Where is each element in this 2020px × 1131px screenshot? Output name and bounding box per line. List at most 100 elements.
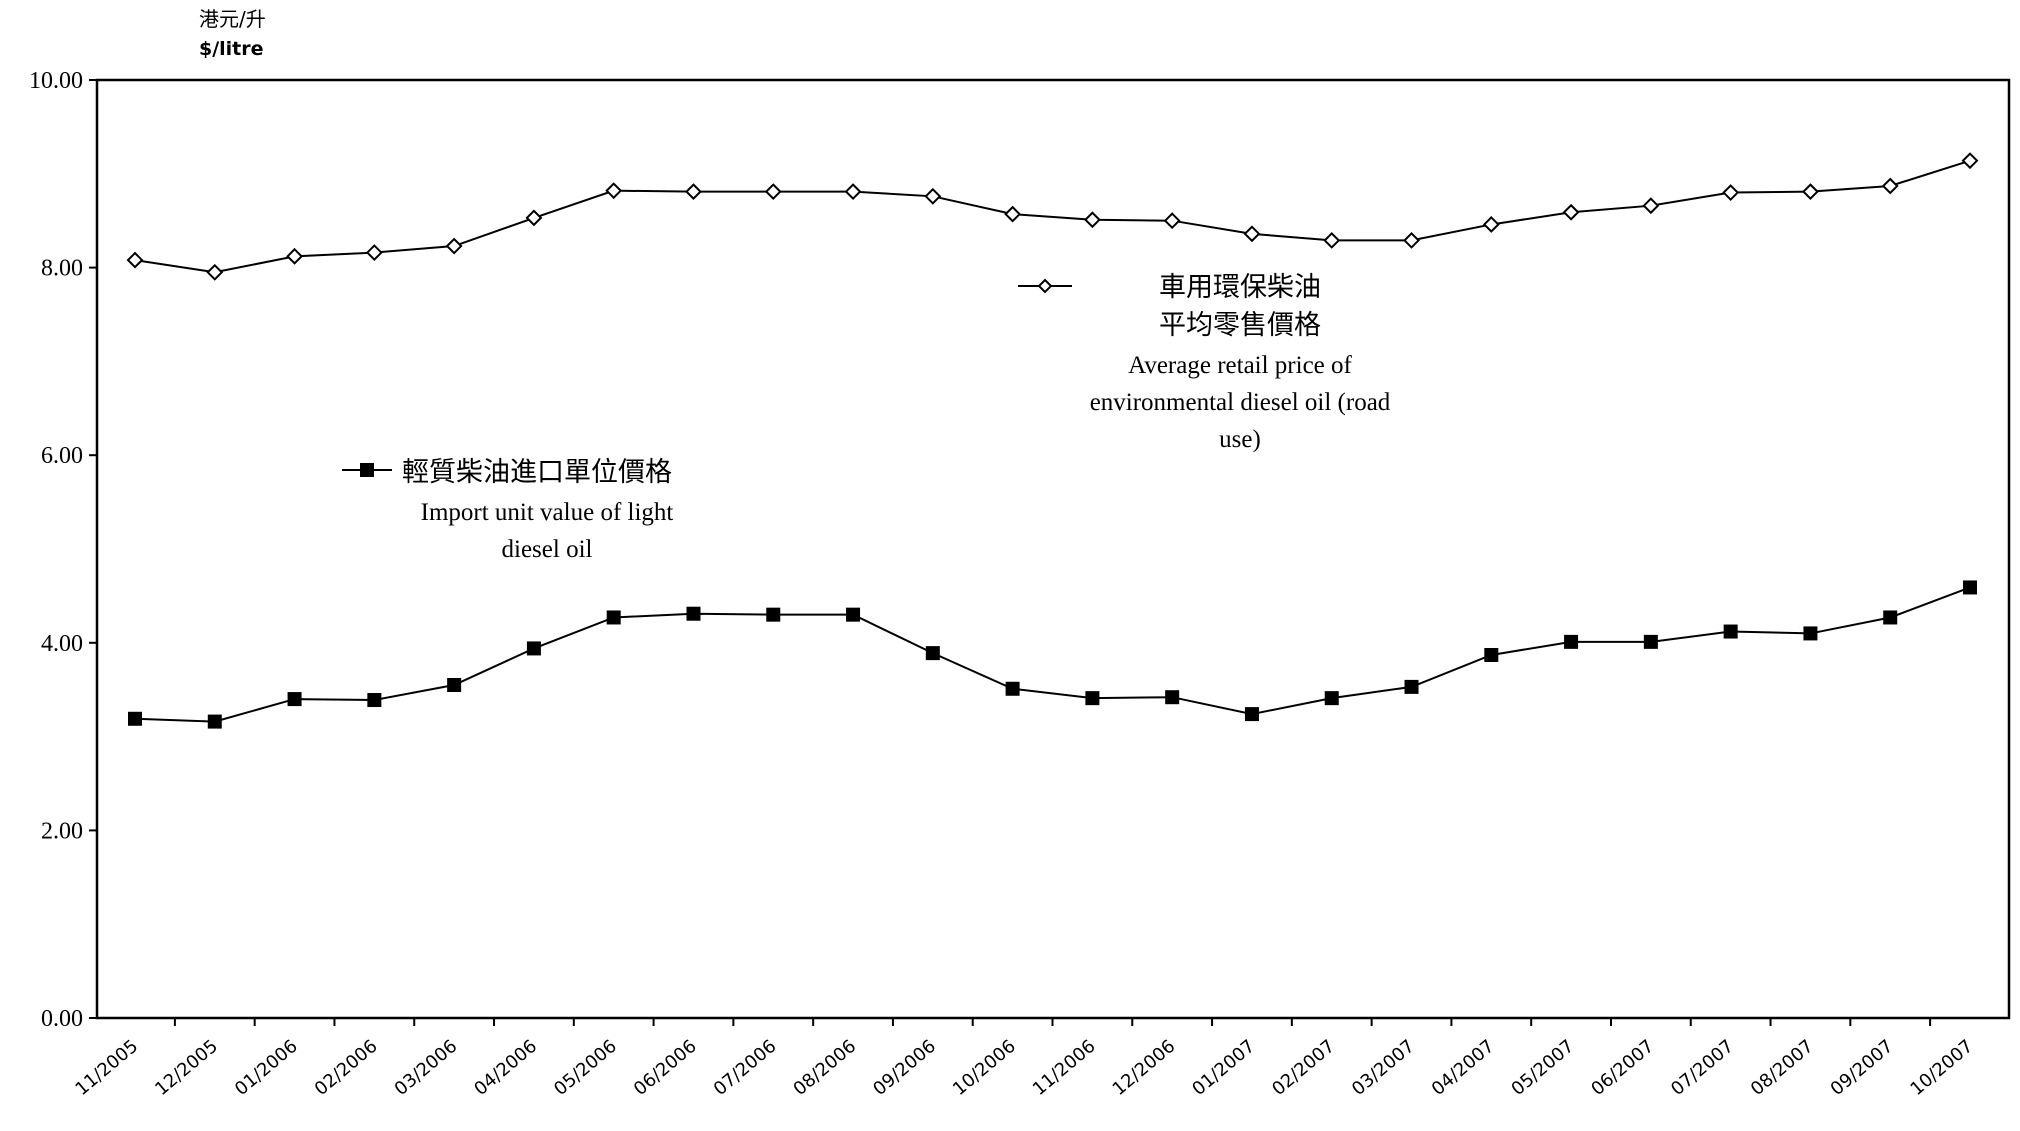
x-tick-label: 03/2006: [391, 1036, 462, 1100]
x-tick-label: 05/2006: [550, 1036, 621, 1100]
y-tick-label: 10.00: [29, 68, 83, 94]
series-layer: [126, 152, 1979, 729]
x-tick-label: 10/2006: [949, 1036, 1020, 1100]
y-unit-label-en: $/litre: [199, 38, 264, 60]
data-point-retail: [1243, 225, 1261, 243]
legend-retail-en-2: environmental diesel oil (road: [1090, 389, 1391, 416]
data-point-import: [1723, 624, 1738, 639]
data-point-import: [1883, 610, 1898, 625]
series-line-retail: [134, 159, 1971, 274]
data-point-retail: [445, 237, 463, 255]
data-point-retail: [924, 187, 942, 205]
x-tick-label: 04/2007: [1428, 1036, 1499, 1100]
x-tick-label: 06/2006: [630, 1036, 701, 1100]
data-point-import: [1244, 707, 1259, 722]
data-point-retail: [365, 244, 383, 262]
x-tick-label: 01/2007: [1188, 1036, 1259, 1100]
data-point-import: [1005, 681, 1020, 696]
x-tick-label: 10/2007: [1906, 1036, 1977, 1100]
x-tick-label: 06/2007: [1587, 1036, 1658, 1100]
y-tick-label: 2.00: [41, 818, 83, 844]
data-point-import: [1324, 691, 1339, 706]
data-point-import: [1564, 634, 1579, 649]
x-tick-label: 04/2006: [470, 1036, 541, 1100]
x-tick-label: 11/2005: [71, 1036, 142, 1100]
data-point-retail: [126, 251, 144, 269]
x-tick-label: 02/2007: [1268, 1036, 1339, 1100]
y-tick-label: 8.00: [41, 256, 83, 282]
x-tick-label: 01/2006: [231, 1036, 302, 1100]
y-unit-label-zh: 港元/升: [199, 7, 266, 31]
data-point-import: [128, 711, 142, 726]
data-point-import: [766, 607, 781, 622]
y-axis: 0.00 2.00 4.00 6.00 8.00 10.00: [29, 68, 97, 1032]
data-point-import: [1803, 626, 1818, 641]
data-point-import: [207, 714, 222, 729]
x-tick-label: 07/2007: [1667, 1036, 1738, 1100]
legend-import-marker-icon: [360, 463, 374, 477]
data-point-import: [925, 646, 940, 661]
x-tick-label: 05/2007: [1508, 1036, 1579, 1100]
y-tick-label: 6.00: [41, 443, 83, 469]
legend-import-zh-1: 輕質柴油進口單位價格: [402, 457, 672, 487]
plot-frame: [95, 78, 2011, 1020]
data-point-retail: [1802, 183, 1819, 201]
legend-import-en-2: diesel oil: [502, 536, 593, 563]
data-point-import: [846, 607, 861, 622]
data-point-retail: [206, 263, 224, 281]
data-point-import: [1165, 690, 1180, 705]
data-point-import: [1404, 679, 1419, 694]
data-point-retail: [1323, 231, 1341, 249]
x-axis: 11/2005 12/2005 01/2006 02/2006 03/2006 04/20…: [71, 1018, 1977, 1100]
x-tick-label: 12/2006: [1109, 1036, 1180, 1100]
legend-retail-marker-icon: [1037, 278, 1053, 294]
series-line-import: [134, 586, 1971, 723]
data-point-retail: [1403, 231, 1420, 249]
data-point-import: [367, 693, 382, 708]
x-tick-label: 11/2006: [1029, 1036, 1100, 1100]
data-point-retail: [1722, 184, 1740, 201]
data-point-retail: [286, 247, 303, 265]
y-tick-label: 4.00: [41, 631, 83, 657]
data-point-retail: [1562, 203, 1580, 221]
data-point-retail: [1961, 152, 1979, 170]
x-tick-label: 03/2007: [1348, 1036, 1419, 1100]
legend-import: 輕質柴油進口單位價格 Import unit value of light di…: [342, 457, 673, 563]
data-point-import: [686, 606, 701, 621]
data-point-retail: [605, 182, 623, 200]
data-point-retail: [1083, 211, 1101, 229]
x-tick-label: 09/2006: [869, 1036, 940, 1100]
data-point-retail: [1163, 212, 1181, 230]
x-tick-label: 02/2006: [311, 1036, 382, 1100]
data-point-import: [1085, 691, 1100, 706]
x-tick-label: 08/2006: [789, 1036, 860, 1100]
data-point-import: [1643, 634, 1658, 649]
data-point-import: [447, 678, 462, 693]
data-point-retail: [1881, 177, 1899, 195]
data-point-import: [1963, 580, 1977, 595]
data-point-retail: [1004, 205, 1022, 223]
data-point-import: [1484, 647, 1499, 662]
data-point-import: [606, 610, 621, 625]
legend-retail: 車用環保柴油 平均零售價格 Average retail price of en…: [1018, 272, 1391, 453]
data-point-retail: [764, 183, 782, 201]
legend-retail-zh-1: 車用環保柴油: [1159, 272, 1321, 302]
legend-retail-en-1: Average retail price of: [1128, 352, 1352, 379]
y-tick-label: 0.00: [41, 1006, 83, 1032]
legend-retail-zh-2: 平均零售價格: [1159, 310, 1321, 340]
data-point-import: [526, 641, 541, 656]
x-tick-label: 08/2007: [1747, 1036, 1818, 1100]
legend-import-en-1: Import unit value of light: [421, 499, 674, 526]
data-point-import: [287, 692, 302, 707]
data-point-retail: [685, 183, 702, 201]
x-tick-label: 09/2007: [1827, 1036, 1898, 1100]
x-tick-label: 07/2006: [710, 1036, 781, 1100]
data-point-retail: [1642, 197, 1660, 215]
legend-retail-en-3: use): [1219, 426, 1261, 453]
data-point-retail: [1482, 216, 1500, 233]
data-point-retail: [844, 183, 862, 201]
x-tick-label: 12/2005: [151, 1036, 222, 1100]
data-point-retail: [525, 209, 543, 227]
